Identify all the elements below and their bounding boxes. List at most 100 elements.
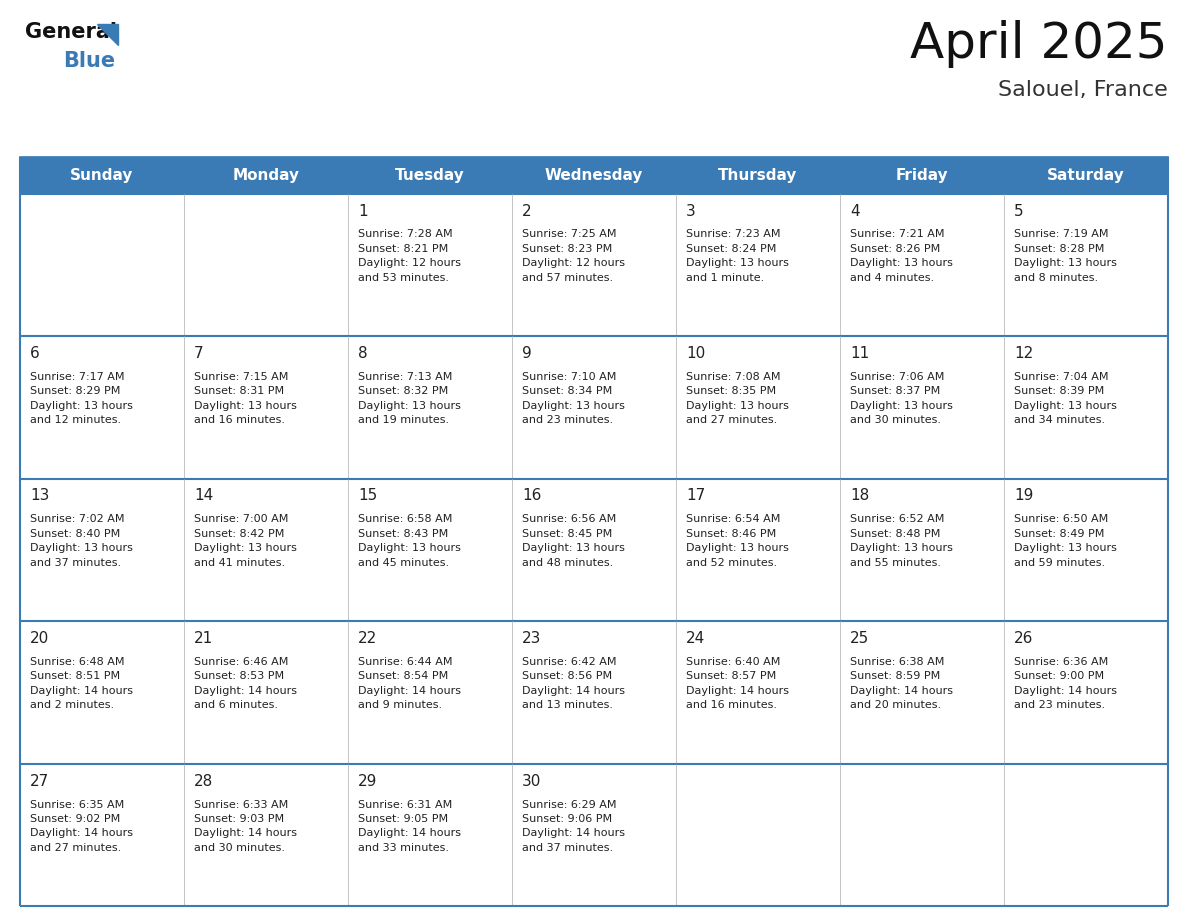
Text: Sunrise: 6:38 AM
Sunset: 8:59 PM
Daylight: 14 hours
and 20 minutes.: Sunrise: 6:38 AM Sunset: 8:59 PM Dayligh…: [849, 657, 953, 711]
Bar: [348, 764, 512, 906]
Text: Sunrise: 6:52 AM
Sunset: 8:48 PM
Daylight: 13 hours
and 55 minutes.: Sunrise: 6:52 AM Sunset: 8:48 PM Dayligh…: [849, 514, 953, 567]
Text: April 2025: April 2025: [910, 20, 1168, 68]
Bar: [184, 194, 348, 336]
Bar: [676, 157, 840, 194]
Text: 19: 19: [1015, 488, 1034, 503]
Text: 29: 29: [358, 774, 378, 789]
Bar: [184, 478, 348, 621]
Text: Sunrise: 6:33 AM
Sunset: 9:03 PM
Daylight: 14 hours
and 30 minutes.: Sunrise: 6:33 AM Sunset: 9:03 PM Dayligh…: [194, 800, 297, 853]
Text: Saturday: Saturday: [1047, 168, 1125, 183]
Bar: [1004, 478, 1168, 621]
Text: 3: 3: [685, 204, 696, 218]
Text: 20: 20: [30, 631, 49, 646]
Text: Sunrise: 7:25 AM
Sunset: 8:23 PM
Daylight: 12 hours
and 57 minutes.: Sunrise: 7:25 AM Sunset: 8:23 PM Dayligh…: [522, 230, 625, 283]
Bar: [20, 764, 184, 906]
Bar: [676, 194, 840, 336]
Bar: [512, 336, 676, 478]
Bar: [676, 621, 840, 764]
Text: 24: 24: [685, 631, 706, 646]
Text: Sunrise: 7:21 AM
Sunset: 8:26 PM
Daylight: 13 hours
and 4 minutes.: Sunrise: 7:21 AM Sunset: 8:26 PM Dayligh…: [849, 230, 953, 283]
Text: 8: 8: [358, 346, 367, 361]
Text: Sunrise: 7:13 AM
Sunset: 8:32 PM
Daylight: 13 hours
and 19 minutes.: Sunrise: 7:13 AM Sunset: 8:32 PM Dayligh…: [358, 372, 461, 425]
Bar: [1004, 157, 1168, 194]
Bar: [1004, 621, 1168, 764]
Text: Sunrise: 6:36 AM
Sunset: 9:00 PM
Daylight: 14 hours
and 23 minutes.: Sunrise: 6:36 AM Sunset: 9:00 PM Dayligh…: [1015, 657, 1117, 711]
Text: Sunrise: 7:00 AM
Sunset: 8:42 PM
Daylight: 13 hours
and 41 minutes.: Sunrise: 7:00 AM Sunset: 8:42 PM Dayligh…: [194, 514, 297, 567]
Bar: [840, 478, 1004, 621]
Bar: [840, 336, 1004, 478]
Text: Sunrise: 6:29 AM
Sunset: 9:06 PM
Daylight: 14 hours
and 37 minutes.: Sunrise: 6:29 AM Sunset: 9:06 PM Dayligh…: [522, 800, 625, 853]
Bar: [184, 157, 348, 194]
Text: 11: 11: [849, 346, 870, 361]
Text: 13: 13: [30, 488, 50, 503]
Bar: [512, 194, 676, 336]
Text: Sunrise: 7:10 AM
Sunset: 8:34 PM
Daylight: 13 hours
and 23 minutes.: Sunrise: 7:10 AM Sunset: 8:34 PM Dayligh…: [522, 372, 625, 425]
Text: 15: 15: [358, 488, 378, 503]
Text: Salouel, France: Salouel, France: [998, 80, 1168, 100]
Text: Thursday: Thursday: [719, 168, 797, 183]
Text: Sunrise: 6:42 AM
Sunset: 8:56 PM
Daylight: 14 hours
and 13 minutes.: Sunrise: 6:42 AM Sunset: 8:56 PM Dayligh…: [522, 657, 625, 711]
Text: Monday: Monday: [233, 168, 299, 183]
Bar: [840, 621, 1004, 764]
Bar: [184, 764, 348, 906]
Text: Sunrise: 7:08 AM
Sunset: 8:35 PM
Daylight: 13 hours
and 27 minutes.: Sunrise: 7:08 AM Sunset: 8:35 PM Dayligh…: [685, 372, 789, 425]
Bar: [840, 194, 1004, 336]
Text: 27: 27: [30, 774, 49, 789]
Text: Sunrise: 6:54 AM
Sunset: 8:46 PM
Daylight: 13 hours
and 52 minutes.: Sunrise: 6:54 AM Sunset: 8:46 PM Dayligh…: [685, 514, 789, 567]
Bar: [348, 336, 512, 478]
Text: Sunrise: 6:58 AM
Sunset: 8:43 PM
Daylight: 13 hours
and 45 minutes.: Sunrise: 6:58 AM Sunset: 8:43 PM Dayligh…: [358, 514, 461, 567]
Text: Sunrise: 6:40 AM
Sunset: 8:57 PM
Daylight: 14 hours
and 16 minutes.: Sunrise: 6:40 AM Sunset: 8:57 PM Dayligh…: [685, 657, 789, 711]
Bar: [20, 336, 184, 478]
Text: Sunrise: 7:02 AM
Sunset: 8:40 PM
Daylight: 13 hours
and 37 minutes.: Sunrise: 7:02 AM Sunset: 8:40 PM Dayligh…: [30, 514, 133, 567]
Text: Sunrise: 6:35 AM
Sunset: 9:02 PM
Daylight: 14 hours
and 27 minutes.: Sunrise: 6:35 AM Sunset: 9:02 PM Dayligh…: [30, 800, 133, 853]
Text: 17: 17: [685, 488, 706, 503]
Text: 2: 2: [522, 204, 531, 218]
Bar: [676, 478, 840, 621]
Polygon shape: [97, 24, 118, 45]
Bar: [348, 157, 512, 194]
Text: 1: 1: [358, 204, 367, 218]
Text: 14: 14: [194, 488, 214, 503]
Text: 6: 6: [30, 346, 39, 361]
Text: 26: 26: [1015, 631, 1034, 646]
Text: Sunrise: 7:28 AM
Sunset: 8:21 PM
Daylight: 12 hours
and 53 minutes.: Sunrise: 7:28 AM Sunset: 8:21 PM Dayligh…: [358, 230, 461, 283]
Text: Sunrise: 6:31 AM
Sunset: 9:05 PM
Daylight: 14 hours
and 33 minutes.: Sunrise: 6:31 AM Sunset: 9:05 PM Dayligh…: [358, 800, 461, 853]
Bar: [1004, 194, 1168, 336]
Text: 9: 9: [522, 346, 532, 361]
Bar: [840, 764, 1004, 906]
Text: 28: 28: [194, 774, 214, 789]
Text: Sunrise: 7:17 AM
Sunset: 8:29 PM
Daylight: 13 hours
and 12 minutes.: Sunrise: 7:17 AM Sunset: 8:29 PM Dayligh…: [30, 372, 133, 425]
Bar: [1004, 764, 1168, 906]
Text: Sunrise: 6:56 AM
Sunset: 8:45 PM
Daylight: 13 hours
and 48 minutes.: Sunrise: 6:56 AM Sunset: 8:45 PM Dayligh…: [522, 514, 625, 567]
Bar: [20, 157, 1168, 194]
Text: 12: 12: [1015, 346, 1034, 361]
Bar: [348, 621, 512, 764]
Bar: [20, 157, 184, 194]
Text: 10: 10: [685, 346, 706, 361]
Text: Tuesday: Tuesday: [396, 168, 465, 183]
Text: Sunrise: 7:15 AM
Sunset: 8:31 PM
Daylight: 13 hours
and 16 minutes.: Sunrise: 7:15 AM Sunset: 8:31 PM Dayligh…: [194, 372, 297, 425]
Text: 22: 22: [358, 631, 378, 646]
Bar: [512, 764, 676, 906]
Text: Wednesday: Wednesday: [545, 168, 643, 183]
Text: 7: 7: [194, 346, 203, 361]
Bar: [20, 478, 184, 621]
Text: Sunrise: 7:04 AM
Sunset: 8:39 PM
Daylight: 13 hours
and 34 minutes.: Sunrise: 7:04 AM Sunset: 8:39 PM Dayligh…: [1015, 372, 1117, 425]
Text: Sunrise: 6:50 AM
Sunset: 8:49 PM
Daylight: 13 hours
and 59 minutes.: Sunrise: 6:50 AM Sunset: 8:49 PM Dayligh…: [1015, 514, 1117, 567]
Text: 23: 23: [522, 631, 542, 646]
Text: 4: 4: [849, 204, 860, 218]
Text: 5: 5: [1015, 204, 1024, 218]
Bar: [1004, 336, 1168, 478]
Text: 30: 30: [522, 774, 542, 789]
Text: Friday: Friday: [896, 168, 948, 183]
Text: Sunday: Sunday: [70, 168, 134, 183]
Text: 21: 21: [194, 631, 214, 646]
Bar: [512, 478, 676, 621]
Text: Sunrise: 6:46 AM
Sunset: 8:53 PM
Daylight: 14 hours
and 6 minutes.: Sunrise: 6:46 AM Sunset: 8:53 PM Dayligh…: [194, 657, 297, 711]
Bar: [676, 336, 840, 478]
Text: Sunrise: 7:23 AM
Sunset: 8:24 PM
Daylight: 13 hours
and 1 minute.: Sunrise: 7:23 AM Sunset: 8:24 PM Dayligh…: [685, 230, 789, 283]
Bar: [348, 478, 512, 621]
Text: Sunrise: 7:06 AM
Sunset: 8:37 PM
Daylight: 13 hours
and 30 minutes.: Sunrise: 7:06 AM Sunset: 8:37 PM Dayligh…: [849, 372, 953, 425]
Text: Sunrise: 6:48 AM
Sunset: 8:51 PM
Daylight: 14 hours
and 2 minutes.: Sunrise: 6:48 AM Sunset: 8:51 PM Dayligh…: [30, 657, 133, 711]
Bar: [512, 157, 676, 194]
